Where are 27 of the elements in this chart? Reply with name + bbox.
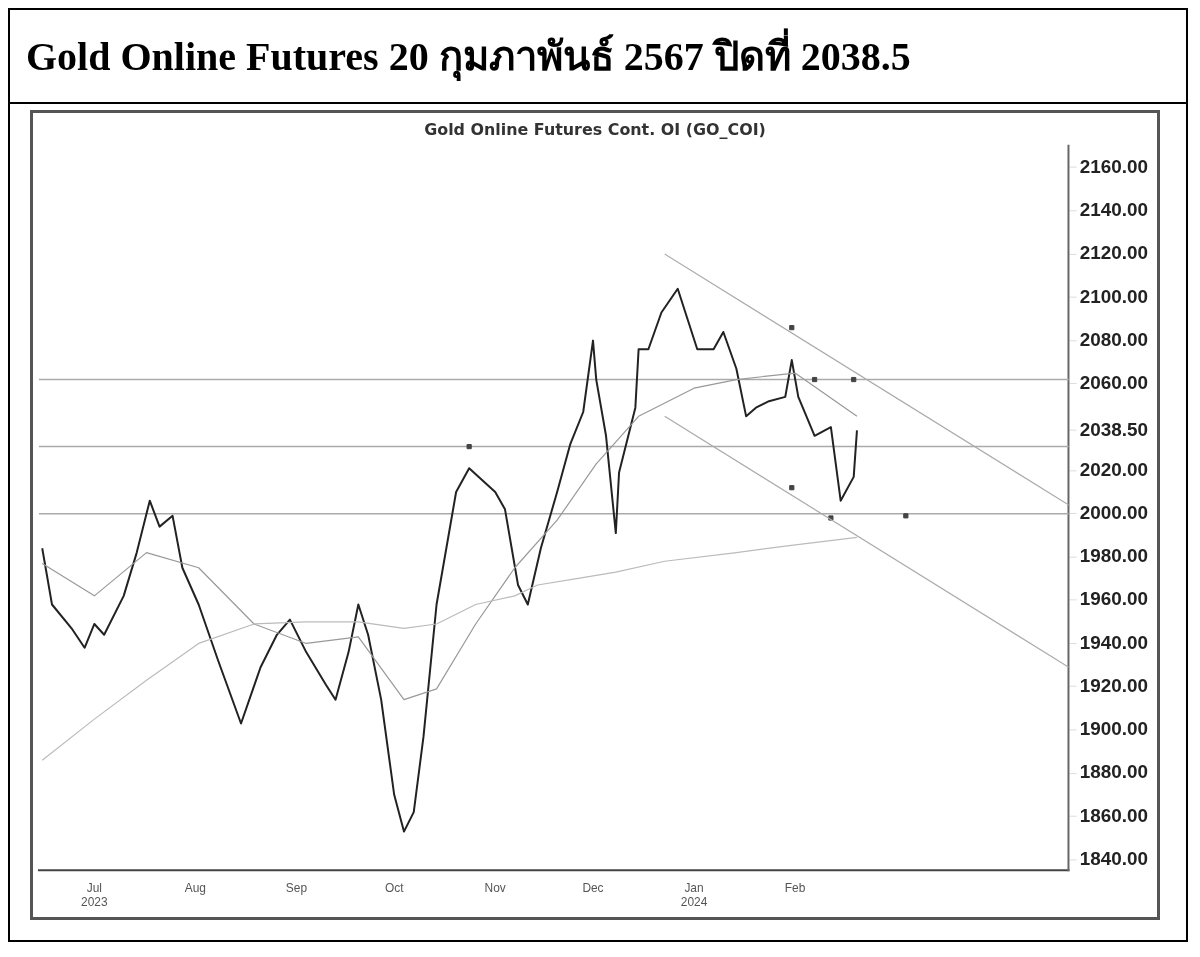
y-tick-label: 1920.00 — [1079, 674, 1148, 696]
y-tick-label: 2038.50 — [1079, 418, 1148, 440]
chart-subtitle: Gold Online Futures Cont. OI (GO_COI) — [424, 119, 766, 139]
y-tick-label: 2020.00 — [1079, 458, 1148, 480]
y-tick-label: 1840.00 — [1079, 847, 1148, 869]
y-tick-label: 2120.00 — [1079, 242, 1148, 264]
x-tick-label: Sep — [285, 880, 308, 895]
y-tick-label: 1980.00 — [1079, 545, 1148, 567]
y-tick-label: 2080.00 — [1079, 328, 1148, 350]
y-tick-label: 2000.00 — [1079, 501, 1148, 523]
x-tick-label: Oct — [384, 880, 405, 895]
y-tick-label: 2160.00 — [1079, 155, 1148, 177]
y-tick-label: 2140.00 — [1079, 199, 1148, 221]
y-tick-label: 1960.00 — [1079, 588, 1148, 610]
chart-title: Gold Online Futures 20 กุมภาพันธ์ 2567 ปิดที่ 2038.5 — [10, 10, 1186, 104]
y-tick-label: 1900.00 — [1079, 718, 1148, 740]
x-tick-label: Jul 2023 — [81, 880, 108, 910]
y-tick-label: 1940.00 — [1079, 631, 1148, 653]
x-tick-label: Feb — [784, 880, 806, 895]
x-tick-label: Aug — [184, 880, 206, 895]
x-tick-label: Jan 2024 — [680, 880, 708, 910]
y-tick-label: 1860.00 — [1079, 804, 1148, 826]
y-tick-label: 2100.00 — [1079, 285, 1148, 307]
y-tick-label: 2060.00 — [1079, 372, 1148, 394]
y-tick-label: 1880.00 — [1079, 761, 1148, 783]
x-tick-label: Dec — [582, 880, 604, 895]
x-tick-label: Nov — [484, 880, 506, 895]
